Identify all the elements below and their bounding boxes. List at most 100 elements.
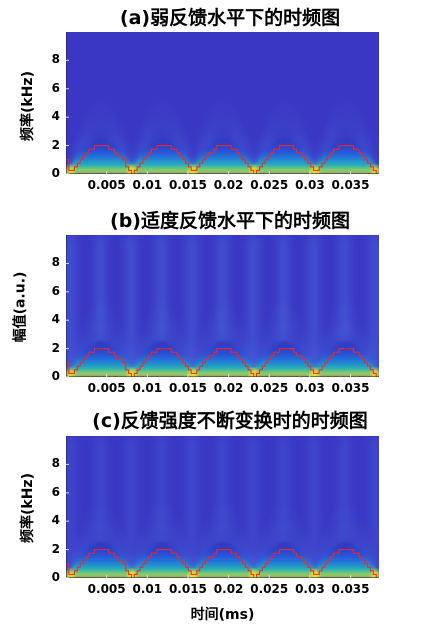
- harmonic-arch: [252, 104, 317, 174]
- streak: [157, 235, 166, 377]
- energy-lobe: [314, 340, 376, 377]
- y-tick-label: 4: [51, 109, 60, 124]
- x-tick-label: 0.03: [295, 381, 325, 395]
- energy-lobe: [253, 340, 315, 377]
- streak: [188, 235, 197, 377]
- energy-lobe: [253, 541, 315, 578]
- harmonic-arch: [130, 104, 195, 174]
- x-tick-label: 0.015: [168, 582, 207, 596]
- plot-area: [66, 436, 379, 578]
- harmonic-arch: [130, 121, 195, 174]
- energy-band: [70, 541, 376, 578]
- y-tick-label: 6: [51, 283, 60, 298]
- energy-lobe: [253, 137, 315, 174]
- harmonic-arch: [313, 121, 378, 174]
- chart-title: (c)反馈强度不断变换时的时频图: [92, 410, 368, 432]
- streak: [340, 235, 349, 377]
- harmonic-arch: [313, 104, 378, 174]
- y-tick-label: 0: [51, 166, 60, 180]
- x-tick-label: 0.02: [213, 178, 244, 192]
- harmonic-arch: [68, 525, 134, 578]
- y-tick-label: 8: [51, 456, 60, 471]
- energy-lobe: [70, 541, 132, 578]
- x-tick-label: 0.025: [250, 582, 289, 596]
- energy-lobe: [131, 340, 193, 377]
- streak: [340, 436, 349, 578]
- x-tick-label: 0.01: [132, 178, 163, 192]
- spectrogram-a: [66, 32, 379, 174]
- streak: [96, 436, 105, 578]
- energy-lobe: [192, 541, 254, 578]
- x-tick-label: 0.025: [250, 178, 289, 192]
- x-tick-label: 0.035: [331, 178, 370, 192]
- x-tick-label: 0.015: [168, 381, 207, 395]
- streak: [248, 436, 257, 578]
- chart-title: (a)弱反馈水平下的时频图: [119, 7, 341, 29]
- panel-a: (a)弱反馈水平下的时频图 频率(kHz) 0.005 0.01 0.015 0.02…: [0, 0, 443, 200]
- harmonic-arch: [130, 525, 195, 578]
- streak: [66, 235, 75, 377]
- harmonic-arch: [313, 324, 378, 377]
- harmonic-arch: [313, 525, 378, 578]
- energy-band: [70, 340, 376, 377]
- harmonic-arch: [252, 307, 317, 377]
- y-tick-label: 2: [51, 541, 60, 556]
- ridge-line: [66, 348, 379, 377]
- streak: [248, 235, 257, 377]
- harmonic-arch: [68, 324, 134, 377]
- harmonic-arch: [68, 104, 134, 174]
- x-tick-label: 0.015: [168, 178, 207, 192]
- streak: [279, 235, 288, 377]
- energy-lobe: [131, 541, 193, 578]
- x-tick-label: 0.01: [132, 381, 163, 395]
- x-axis-label: 时间(ms): [190, 607, 255, 623]
- harmonic-arch: [191, 525, 256, 578]
- streak: [218, 436, 227, 578]
- harmonic-streaks: [66, 436, 379, 578]
- harmonic-arch: [68, 307, 134, 377]
- y-tick-label: 4: [51, 312, 60, 327]
- x-tick-label: 0.005: [87, 381, 126, 395]
- energy-lobe: [131, 137, 193, 174]
- energy-lobe: [70, 340, 132, 377]
- harmonic-arch: [191, 121, 256, 174]
- energy-lobe: [192, 137, 254, 174]
- spectrogram-c: [66, 436, 379, 578]
- plot-area: [66, 235, 379, 377]
- streak: [66, 436, 75, 578]
- x-tick-label: 0.005: [87, 582, 126, 596]
- streak: [96, 235, 105, 377]
- x-tick-label: 0.035: [331, 582, 370, 596]
- harmonic-arch: [130, 508, 195, 578]
- x-tick-label: 0.01: [132, 582, 163, 596]
- panel-b: (b)适度反馈水平下的时频图 幅值(a.u.) 0.005 0.01 0.015 0.…: [12, 210, 379, 395]
- harmonic-arch: [252, 121, 317, 174]
- harmonic-arch: [191, 324, 256, 377]
- streak: [157, 436, 166, 578]
- x-tick-label: 0.03: [295, 582, 325, 596]
- harmonic-streaks: [66, 235, 379, 377]
- harmonic-arch: [130, 324, 195, 377]
- harmonic-arch: [130, 307, 195, 377]
- energy-lobe: [314, 541, 376, 578]
- harmonic-arch: [68, 508, 134, 578]
- harmonic-arch: [313, 508, 378, 578]
- y-tick-label: 2: [51, 340, 60, 355]
- spectrogram-b: [66, 235, 379, 377]
- streak: [309, 235, 318, 377]
- harmonic-arch: [252, 324, 317, 377]
- plot-area: [66, 32, 379, 174]
- x-tick-label: 0.02: [213, 582, 244, 596]
- streak: [370, 436, 379, 578]
- y-tick-label: 8: [51, 255, 60, 270]
- y-axis-label: 频率(kHz): [19, 473, 36, 543]
- harmonic-arch: [252, 525, 317, 578]
- x-tick-label: 0.03: [295, 178, 325, 192]
- energy-lobe: [70, 137, 132, 174]
- streak: [279, 436, 288, 578]
- harmonic-arch: [68, 121, 134, 174]
- streak: [309, 436, 318, 578]
- harmonic-arch: [191, 508, 256, 578]
- harmonic-arch: [252, 508, 317, 578]
